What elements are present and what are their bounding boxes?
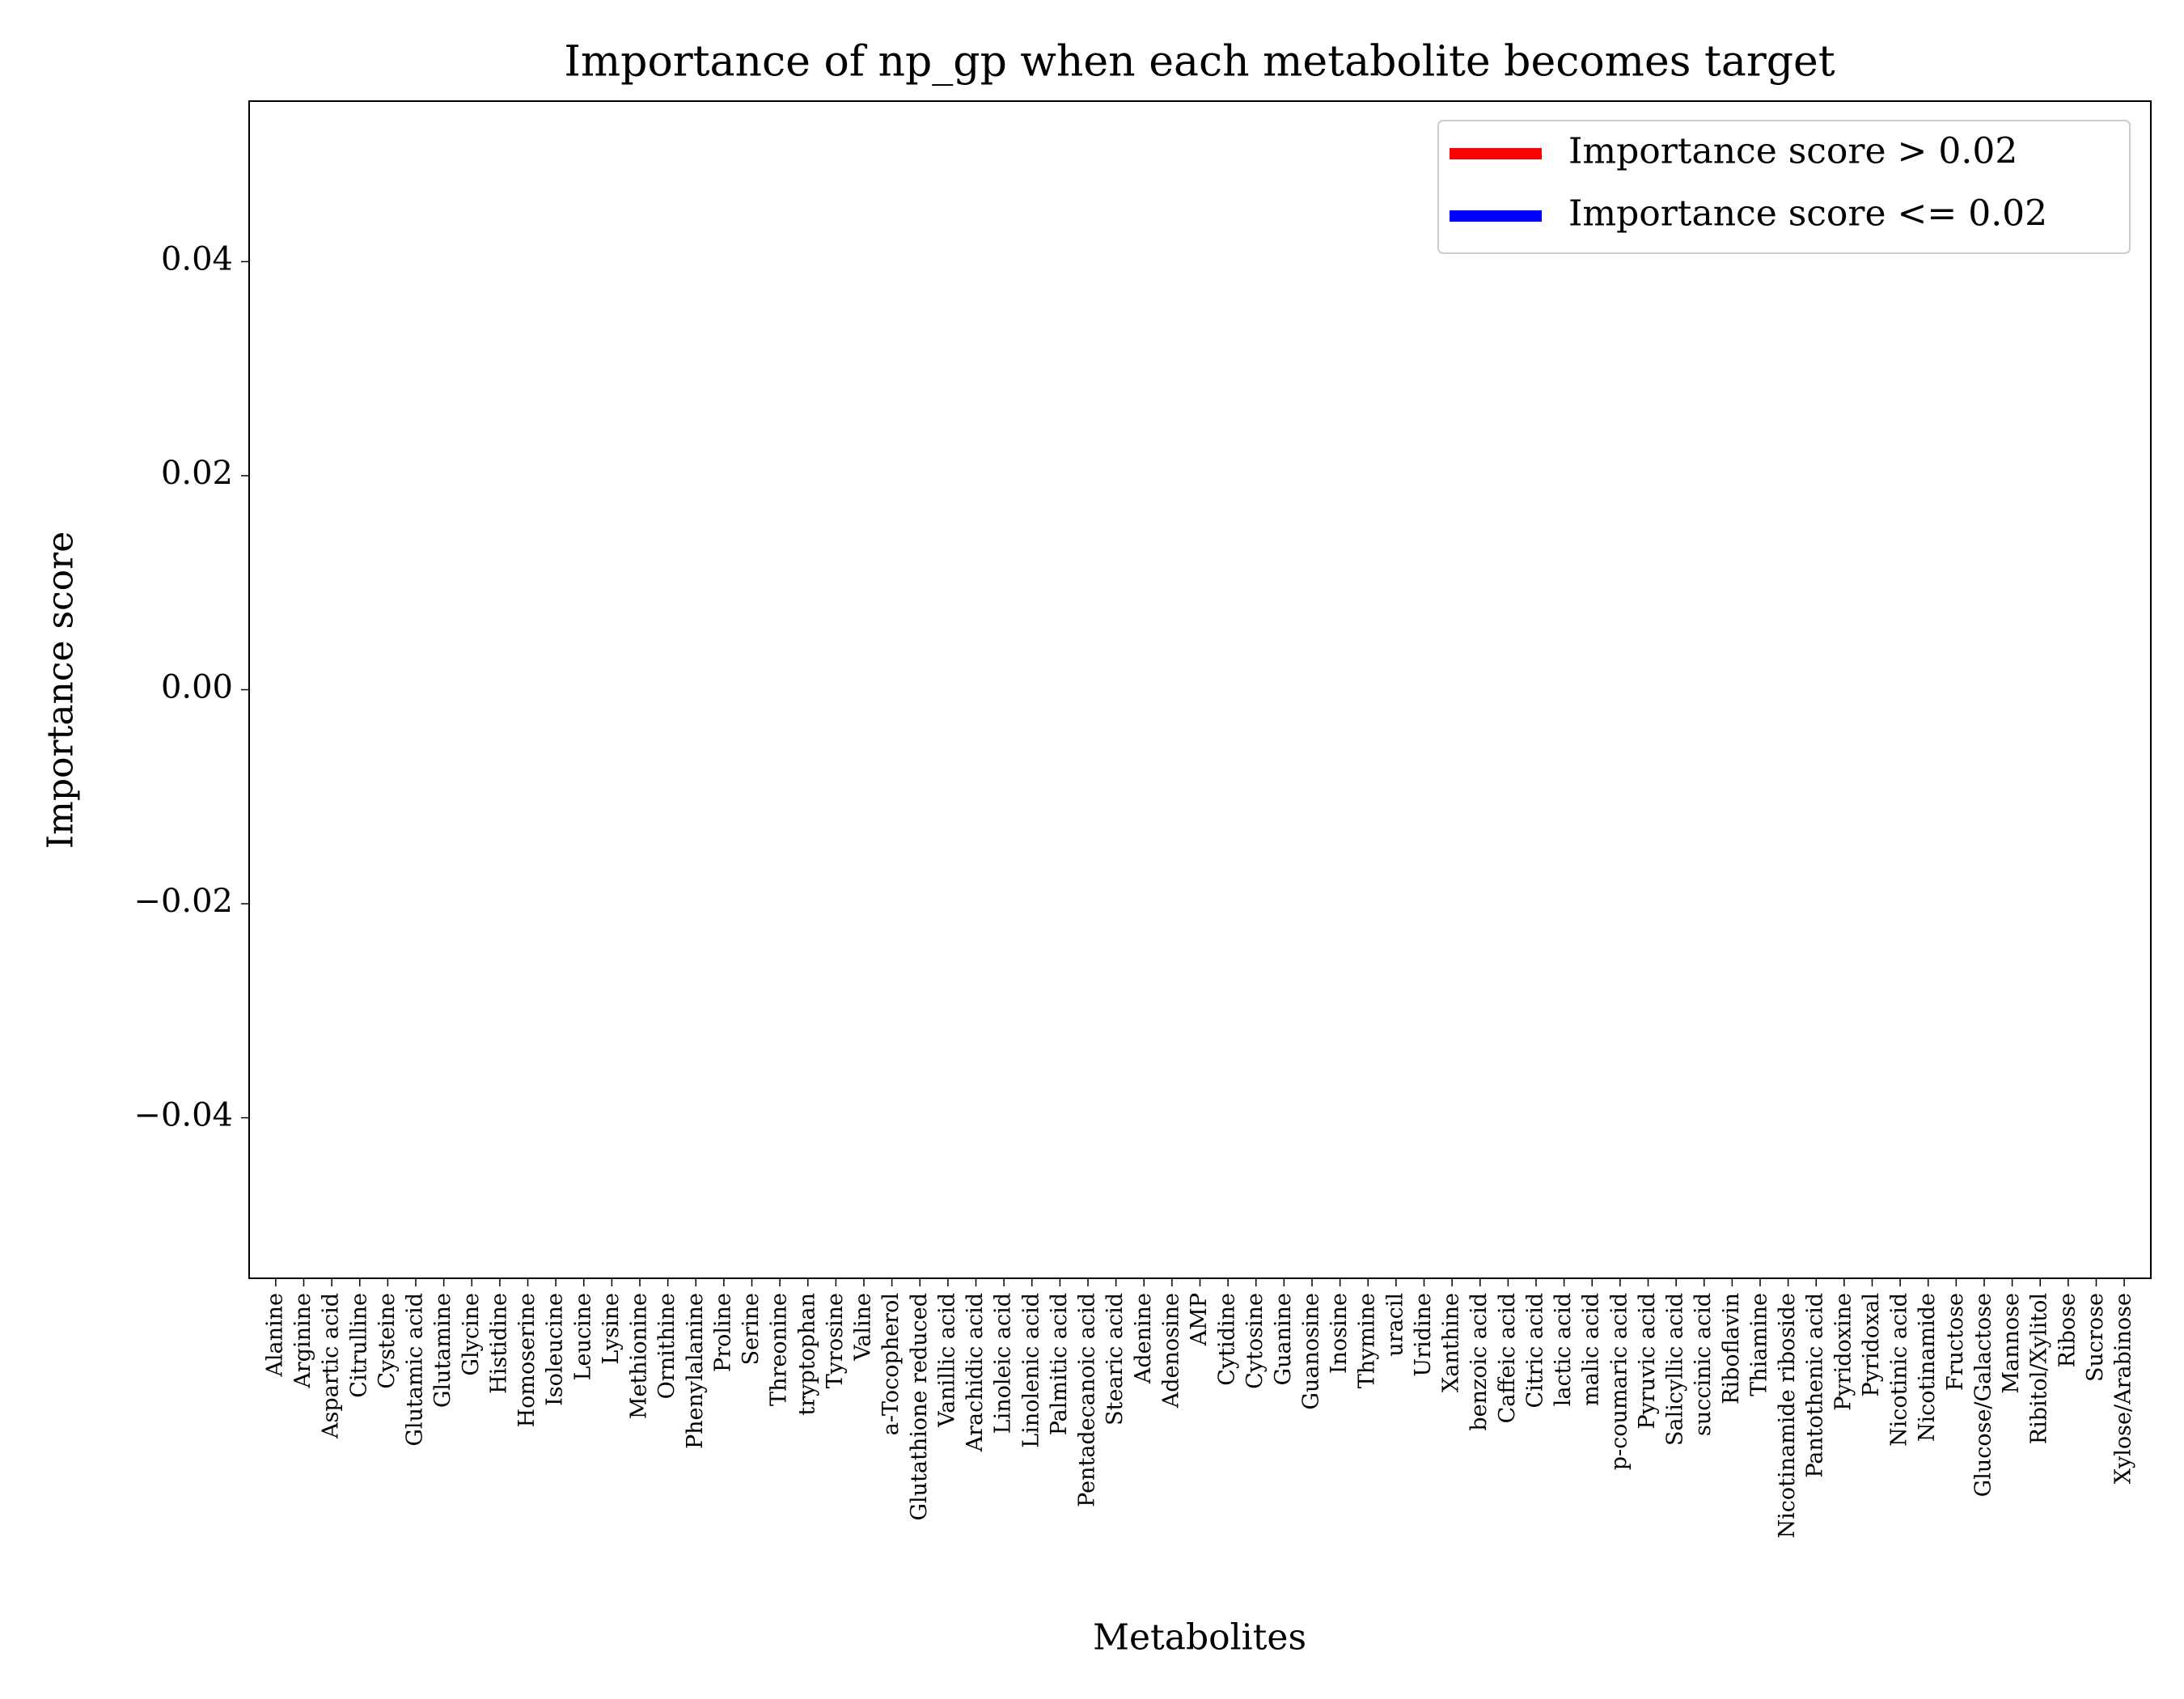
x-tick-label: Pyridoxal [1859,1293,1884,1396]
plot-frame [248,100,2152,1279]
x-tick-label: Nicotinamide [1915,1293,1940,1442]
x-tick-label: Tyrosine [823,1293,848,1388]
x-tick-label: Sucrose [2083,1293,2108,1382]
y-tick-label: −0.04 [133,1097,233,1134]
x-tick-label: Glutamic acid [403,1293,428,1447]
x-tick-label: Phenylalanine [683,1293,708,1449]
x-tick-label: Pentadecanoic acid [1075,1293,1100,1507]
y-tick-label: 0.04 [161,240,233,278]
x-tick-label: Thiamine [1746,1293,1771,1396]
x-tick-label: uracil [1382,1293,1407,1357]
x-tick-label: Vanillic acid [934,1293,959,1428]
x-tick-label: Guanine [1271,1293,1296,1385]
x-tick-label: Threonine [767,1293,792,1406]
chart-title: Importance of np_gp when each metabolite… [564,38,1835,87]
x-tick-label: lactic acid [1551,1293,1576,1406]
x-tick-label: Ornithine [654,1293,679,1399]
x-tick-label: Leucine [570,1293,595,1380]
y-tick-label: −0.02 [133,883,233,920]
x-tick-label: Linolenic acid [1018,1293,1043,1448]
x-tick-label: Adenosine [1158,1293,1183,1409]
x-tick-label: Guanosine [1298,1293,1323,1410]
x-tick-label: Cytidine [1215,1293,1240,1386]
x-tick-label: Xylose/Arabinose [2111,1293,2136,1484]
x-tick-label: Homoserine [514,1293,540,1427]
x-tick-label: Alanine [262,1293,287,1378]
x-tick-label: Nicotinamide riboside [1775,1293,1800,1539]
x-tick-label: tryptophan [794,1293,819,1416]
x-tick-label: a-Tocopherol [878,1293,904,1435]
x-tick-label: Pyridoxine [1831,1293,1856,1411]
legend-label: Importance score > 0.02 [1568,131,2017,172]
x-tick-label: Salicyllic acid [1663,1293,1688,1446]
x-tick-label: Nicotinic acid [1887,1293,1912,1447]
x-tick-label: Citrulline [346,1293,371,1398]
x-tick-label: Glucose/Galactose [1970,1293,1996,1497]
x-tick-label: Arginine [290,1293,315,1389]
x-tick-label: Fructose [1943,1293,1968,1391]
x-tick-label: Proline [710,1293,735,1372]
legend-label: Importance score <= 0.02 [1568,193,2047,235]
x-tick-label: succinic acid [1691,1293,1716,1436]
x-tick-label: Adenine [1131,1293,1156,1384]
x-tick-label: Histidine [486,1293,511,1394]
x-tick-label: Valine [851,1293,876,1362]
legend-box [1437,120,2131,254]
x-tick-label: Pantothenic acid [1803,1293,1828,1478]
x-tick-label: Cytosine [1242,1293,1268,1389]
x-tick-label: Glutamine [430,1293,455,1408]
x-tick-label: Cysteine [375,1293,400,1389]
x-tick-label: Caffeic acid [1495,1293,1520,1423]
x-tick-label: Aspartic acid [319,1293,344,1439]
x-tick-label: Ribose [2055,1293,2080,1367]
x-tick-label: Stearic acid [1103,1293,1128,1426]
x-tick-label: Xanthine [1439,1293,1464,1392]
x-tick-label: Arachidic acid [963,1293,988,1452]
y-tick-label: 0.02 [161,455,233,492]
x-tick-label: Pyruvic acid [1635,1293,1660,1429]
x-tick-label: Uridine [1411,1293,1436,1377]
x-tick-label: Mannose [1999,1293,2024,1394]
x-tick-label: Thymine [1355,1293,1380,1388]
y-axis-label: Importance score [40,532,82,850]
x-tick-label: Lysine [599,1293,624,1365]
x-tick-label: AMP [1187,1293,1212,1346]
x-tick-label: Methionine [627,1293,652,1419]
y-tick-label: 0.00 [161,669,233,706]
x-tick-label: Ribitol/Xylitol [2027,1293,2052,1444]
x-tick-label: p-coumaric acid [1606,1293,1632,1470]
x-tick-label: benzoic acid [1467,1293,1492,1431]
x-tick-label: Inosine [1327,1293,1352,1374]
x-tick-label: Citric acid [1522,1293,1547,1409]
x-tick-label: Glycine [459,1293,484,1376]
x-tick-label: Isoleucine [543,1293,568,1406]
x-tick-label: Glutathione reduced [907,1293,932,1521]
x-tick-label: Linoleic acid [991,1293,1016,1434]
x-tick-label: malic acid [1579,1293,1604,1406]
x-tick-label: Palmitic acid [1047,1293,1072,1435]
x-axis-label: Metabolites [1093,1617,1306,1659]
x-tick-label: Riboflavin [1719,1293,1744,1405]
x-tick-label: Serine [739,1293,764,1365]
